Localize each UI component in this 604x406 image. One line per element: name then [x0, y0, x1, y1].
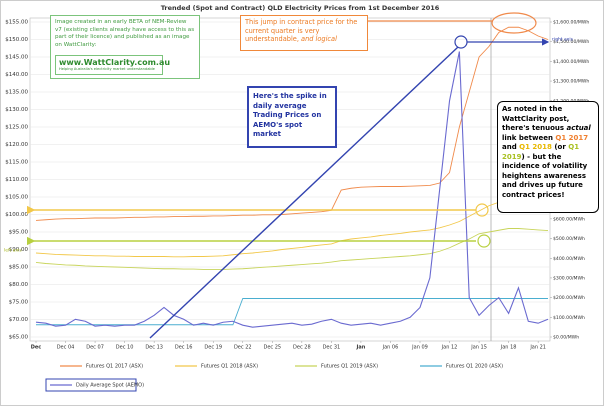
y-tick-label: $130.00	[5, 107, 28, 113]
x-tick-label: Jan 21	[529, 345, 546, 351]
y2-tick-label: $400.00/MWh	[553, 256, 585, 262]
circle	[491, 12, 537, 34]
note-text: Q1 2018	[519, 143, 552, 151]
y-tick-label: $115.00	[5, 160, 28, 166]
x-tick-label: Jan 12	[441, 345, 458, 351]
y-tick-label: $140.00	[5, 72, 28, 78]
circle	[477, 234, 491, 248]
y2-tick-label: $1,300.00/MWh	[553, 79, 589, 85]
annotation-shapes: right axis left axis	[4, 12, 574, 339]
x-tick-label: Jan	[356, 345, 366, 351]
y-tick-label: $70.00	[9, 317, 29, 323]
note-text: Image created in an early BETA of NEM-Re…	[55, 19, 195, 48]
note-text: Q1 2017	[555, 133, 589, 142]
beta-note: Image created in an early BETA of NEM-Re…	[50, 15, 200, 79]
series-line	[35, 200, 549, 258]
note-text: actual	[566, 124, 591, 132]
x-tick-label: Dec 10	[116, 345, 134, 351]
y-tick-label: $155.00	[5, 20, 28, 26]
note-text: and	[502, 143, 520, 151]
x-tick-label: Dec 19	[204, 345, 222, 351]
y2-tick-label: $0.00/MWh	[553, 335, 579, 341]
x-tick-label: Dec 16	[175, 345, 193, 351]
x-tick-label: Jan 09	[411, 345, 428, 351]
y-tick-label: $65.00	[9, 335, 29, 341]
y-tick-label: $95.00	[9, 230, 29, 236]
note-text: Here's the spike in daily average Tradin…	[253, 92, 327, 138]
y-tick-label: $100.00	[5, 212, 28, 218]
chart-title: Trended (Spot and Contract) QLD Electric…	[161, 4, 440, 12]
series-line	[36, 298, 548, 326]
y2-tick-label: $300.00/MWh	[553, 275, 585, 281]
x-tick-label: Dec 07	[86, 345, 104, 351]
x-tick-label: Dec 25	[263, 345, 281, 351]
legend-label: Futures Q1 2018 (ASX)	[201, 364, 258, 370]
legend-label: Futures Q1 2019 (ASX)	[321, 364, 378, 370]
note-text: ) - but the incidence of volatility heig…	[502, 152, 588, 199]
y2-tick-label: $1,400.00/MWh	[553, 59, 589, 65]
x-tick-label: Jan 18	[500, 345, 517, 351]
series-line	[35, 228, 549, 270]
x-tick-label: Dec	[31, 345, 42, 351]
y-tick-label: $80.00	[9, 282, 29, 288]
logo-tagline: Helping Australia's electricity market u…	[59, 67, 155, 71]
y-tick-label: $120.00	[5, 142, 28, 148]
legend-label: Futures Q1 2017 (ASX)	[86, 364, 143, 370]
note-text: (or	[551, 143, 569, 151]
y2-tick-label: $1,500.00/MWh	[553, 39, 589, 45]
x-tick-label: Dec 13	[145, 345, 163, 351]
y2-tick-label: $1,600.00/MWh	[553, 20, 589, 26]
y2-tick-label: $600.00/MWh	[553, 216, 585, 222]
axis-hint: right axis	[552, 37, 574, 43]
x-tick-label: Dec 31	[323, 345, 341, 351]
spike-note: Here's the spike in daily average Tradin…	[247, 86, 337, 148]
legend-label: Futures Q1 2020 (ASX)	[446, 364, 503, 370]
x-tick-label: Dec 28	[293, 345, 311, 351]
x-tick-label: Jan 06	[382, 345, 399, 351]
connector	[149, 46, 459, 339]
note-text: As noted in the WattClarity post, there'…	[502, 105, 570, 132]
x-tick-label: Dec 04	[57, 345, 75, 351]
note-text: This jump in contract price for the curr…	[245, 18, 358, 43]
y-tick-label: $125.00	[5, 125, 28, 131]
note-text: Q1 2019	[502, 143, 580, 161]
y-tick-label: $110.00	[5, 177, 28, 183]
legend-highlight	[45, 378, 137, 392]
axis-hint: left axis	[4, 248, 22, 254]
legend-label: Daily Average Spot (AEMO)	[76, 383, 144, 389]
y-tick-label: $145.00	[5, 55, 28, 61]
logo: www.WattClarity.com.au Helping Australia…	[55, 55, 171, 75]
y-tick-label: $75.00	[9, 300, 29, 306]
logo-text: www.WattClarity.com.au	[59, 58, 171, 67]
contract-note: This jump in contract price for the curr…	[240, 15, 368, 51]
y-tick-label: $105.00	[5, 195, 28, 201]
y-tick-label: $85.00	[9, 265, 29, 271]
legend: Futures Q1 2017 (ASX) Futures Q1 2018 (AS…	[50, 364, 503, 389]
series-line	[35, 26, 549, 221]
y2-tick-label: $500.00/MWh	[553, 236, 585, 242]
link-note: As noted in the WattClarity post, there'…	[497, 101, 599, 213]
series-lines	[35, 26, 549, 328]
x-tick-label: Jan 15	[470, 345, 487, 351]
y-tick-label: $135.00	[5, 90, 28, 96]
y2-tick-label: $200.00/MWh	[553, 295, 585, 301]
y2-tick-label: $100.00/MWh	[553, 315, 585, 321]
series-line	[35, 51, 549, 328]
y-tick-label: $90.00	[9, 247, 29, 253]
note-text: and logical	[301, 35, 337, 43]
note-text: link between	[502, 133, 556, 142]
x-tick-label: Dec 22	[234, 345, 252, 351]
circle	[475, 203, 489, 217]
y-tick-label: $150.00	[5, 37, 28, 43]
